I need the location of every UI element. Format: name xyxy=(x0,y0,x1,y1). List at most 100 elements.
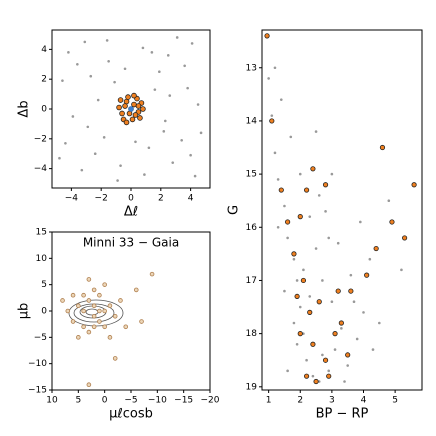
point xyxy=(307,309,313,315)
point xyxy=(343,380,346,383)
point xyxy=(140,106,146,112)
x-tick-label: 3 xyxy=(329,396,335,406)
point xyxy=(314,130,318,133)
point xyxy=(113,80,116,84)
point xyxy=(97,292,102,298)
point xyxy=(180,139,183,142)
point xyxy=(311,374,315,378)
point xyxy=(58,156,61,160)
point xyxy=(276,225,280,229)
y-tick-label: 16 xyxy=(246,223,258,233)
point xyxy=(64,141,67,145)
x-tick-label: 5 xyxy=(75,396,81,406)
point xyxy=(107,303,113,309)
point xyxy=(324,210,327,213)
point xyxy=(371,348,375,351)
point xyxy=(123,119,130,126)
point xyxy=(276,178,280,181)
point xyxy=(116,104,122,111)
point xyxy=(168,94,172,97)
point xyxy=(362,311,365,314)
point xyxy=(368,257,372,261)
y-axis-label: μb xyxy=(17,303,32,320)
point xyxy=(349,273,353,277)
point xyxy=(411,182,417,188)
y-tick-label: 15 xyxy=(246,170,257,180)
point xyxy=(81,308,86,314)
point xyxy=(71,115,75,118)
point xyxy=(286,236,289,240)
point xyxy=(91,287,97,293)
point xyxy=(264,33,270,39)
point xyxy=(286,369,289,373)
point xyxy=(294,293,300,300)
point xyxy=(196,103,200,106)
point xyxy=(163,119,167,123)
point xyxy=(273,66,277,70)
y-tick-label: −2 xyxy=(34,134,47,144)
point xyxy=(289,135,293,139)
point xyxy=(80,168,84,172)
point xyxy=(128,106,134,112)
x-tick-label: −2 xyxy=(95,194,108,204)
y-tick-label: −10 xyxy=(28,359,47,369)
y-tick-label: 0 xyxy=(41,105,47,115)
point xyxy=(364,272,370,278)
point xyxy=(70,292,76,298)
x-axis-label: Δℓ xyxy=(124,205,138,220)
point xyxy=(141,46,145,50)
point xyxy=(86,382,92,388)
point xyxy=(183,64,186,68)
x-tick-label: 1 xyxy=(266,396,272,406)
point xyxy=(186,86,189,90)
x-tick-label: 10 xyxy=(46,396,58,406)
point xyxy=(330,300,334,304)
point xyxy=(137,115,143,121)
point xyxy=(303,373,310,379)
x-tick-label: 5 xyxy=(392,396,398,406)
point xyxy=(199,131,203,135)
point xyxy=(326,373,332,379)
point xyxy=(283,204,286,208)
point xyxy=(91,324,97,330)
point xyxy=(321,353,324,357)
axes-frame xyxy=(51,231,211,391)
point xyxy=(131,92,137,99)
y-tick-label: 13 xyxy=(246,63,257,73)
point xyxy=(117,97,124,103)
point xyxy=(86,329,92,335)
point xyxy=(83,40,87,44)
point xyxy=(308,295,312,298)
point xyxy=(292,321,296,325)
x-axis-label: μℓcosb xyxy=(109,407,153,422)
plot-area xyxy=(58,36,203,182)
chart-title: Minni 33 − Gaia xyxy=(83,236,179,250)
point xyxy=(303,187,310,193)
point xyxy=(81,292,86,298)
point xyxy=(338,320,344,326)
point xyxy=(373,245,379,252)
point xyxy=(322,357,329,363)
point xyxy=(310,341,316,347)
point xyxy=(96,98,100,102)
point xyxy=(313,378,319,385)
x-tick-label: 2 xyxy=(297,396,303,406)
point xyxy=(355,337,359,341)
point xyxy=(302,268,305,272)
point xyxy=(283,289,286,293)
point xyxy=(378,321,381,325)
point xyxy=(317,194,321,197)
point xyxy=(107,335,113,340)
point xyxy=(70,319,76,324)
point xyxy=(97,308,102,314)
y-tick-label: 14 xyxy=(246,116,258,126)
point xyxy=(166,54,170,57)
point xyxy=(102,282,107,287)
point xyxy=(153,88,157,91)
point xyxy=(129,116,136,123)
point xyxy=(308,215,312,218)
point xyxy=(132,112,139,118)
y-tick-label: 18 xyxy=(246,329,258,339)
point xyxy=(292,257,296,261)
